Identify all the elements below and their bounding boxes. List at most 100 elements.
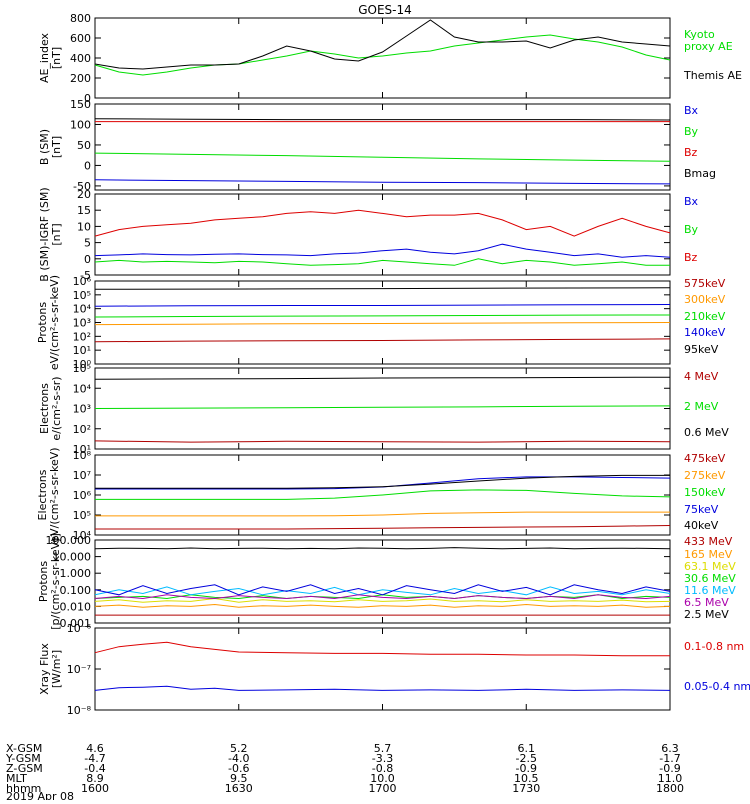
xaxis-tick-label: 1800 <box>656 782 684 795</box>
panel-2-frame <box>94 103 671 191</box>
series-575kev <box>94 338 671 343</box>
legend-item: 0.1-0.8 nm <box>684 640 744 653</box>
panel-2-ytick-label: -50 <box>73 180 91 193</box>
panel-3-ylabel: B (SM)-IGRF (SM) <box>38 187 51 281</box>
legend-item: 475keV <box>684 452 726 465</box>
xaxis-tick-label: 5.2 <box>230 742 248 755</box>
legend-item: 575keV <box>684 277 726 290</box>
legend-item: 4 MeV <box>684 370 719 383</box>
panel-2-ylabel: [nT] <box>50 136 63 158</box>
panel-1-ytick-label: 600 <box>70 32 91 45</box>
legend-item: 433 MeV <box>684 535 733 548</box>
legend-item: Themis AE <box>683 69 742 82</box>
panel-8-ylabel: [W/m²] <box>50 650 63 688</box>
legend-item: 210keV <box>684 310 726 323</box>
panel-4-ytick-label: 10⁶ <box>73 275 92 288</box>
panel-8-ytick-label: 10⁻⁶ <box>67 622 92 635</box>
panel-2-ylabel: B (SM) <box>38 129 51 165</box>
xaxis-tick-label: -3.3 <box>372 752 393 765</box>
panel-7-frame <box>94 539 671 624</box>
legend-item: 275keV <box>684 469 726 482</box>
legend-item: 63.1 MeV <box>684 560 736 573</box>
legend-item: Bmag <box>684 167 716 180</box>
series-0-6-mev <box>94 376 671 380</box>
panel-3-ylabel: [nT] <box>50 223 63 245</box>
panel-6-ytick-label: 10⁸ <box>73 449 92 462</box>
legend-item: 0.6 MeV <box>684 426 729 439</box>
series-40kev <box>95 474 670 489</box>
panel-4-ytick-label: 10⁴ <box>73 303 92 316</box>
panel-4-ylabel: Protons <box>36 302 49 343</box>
series-2-5-mev <box>94 584 671 596</box>
panel-3-ytick-label: 0 <box>84 253 91 266</box>
series-6-5-mev <box>94 594 671 600</box>
legend-item: Bx <box>684 104 699 117</box>
xaxis-tick-label: -2.5 <box>516 752 537 765</box>
panel-8-ytick-label: 10⁻⁸ <box>67 704 92 717</box>
xaxis-tick-label: 10.0 <box>370 772 395 785</box>
series-bx <box>94 243 671 258</box>
xaxis-tick-label: 1730 <box>512 782 540 795</box>
series-by <box>94 152 671 162</box>
xaxis-row-label: Z-GSM <box>6 762 43 775</box>
panel-1-ylabel: [nT] <box>50 47 63 69</box>
panel-5-ytick-label: 10³ <box>73 403 91 416</box>
series-63-1-mev <box>94 597 671 603</box>
panel-2-ytick-label: 150 <box>70 98 91 111</box>
xaxis-tick-label: -0.4 <box>84 762 105 775</box>
series-210kev <box>94 314 671 318</box>
xaxis-tick-label: -0.6 <box>228 762 249 775</box>
legend-item: 30.6 MeV <box>684 572 736 585</box>
panel-3-ytick-label: 15 <box>77 204 91 217</box>
panel-5-ytick-label: 10⁴ <box>73 382 92 395</box>
series-95kev <box>94 287 671 290</box>
xaxis-tick-label: 1700 <box>369 782 397 795</box>
panel-7-ytick-label: 1.000 <box>60 567 92 580</box>
series-bz <box>94 209 671 237</box>
xaxis-row-label: X-GSM <box>6 742 42 755</box>
panel-7-ylabel: [p/(cm²-s-sr-keV)] <box>49 533 62 630</box>
panel-7-ytick-label: 10.000 <box>53 551 92 564</box>
panel-4-ytick-label: 10¹ <box>73 344 91 357</box>
panel-5-ytick-label: 10⁵ <box>73 362 91 375</box>
legend-item: 2.5 MeV <box>684 608 729 621</box>
xaxis-tick-label: 4.6 <box>86 742 104 755</box>
panel-5-ytick-label: 10² <box>73 423 91 436</box>
panel-5-ylabel: e/(cm²-s-sr) <box>50 376 63 440</box>
legend-item: 6.5 MeV <box>684 596 729 609</box>
panel-5-ytick-label: 10¹ <box>73 443 91 456</box>
series-300kev <box>94 322 671 326</box>
legend-item: By <box>684 223 699 236</box>
legend-item: 2 MeV <box>684 400 719 413</box>
legend-item: 300keV <box>684 293 726 306</box>
panel-1-ytick-label: 400 <box>70 52 91 65</box>
series-140kev <box>94 304 671 307</box>
xaxis-tick-label: 1630 <box>225 782 253 795</box>
panel-4-ytick-label: 10⁰ <box>73 358 92 371</box>
legend-item: Bz <box>684 146 698 159</box>
panel-1-ytick-label: 0 <box>84 92 91 105</box>
xaxis-tick-label: -4.0 <box>228 752 249 765</box>
panel-7-ytick-label: 0.100 <box>60 584 92 597</box>
panel-3-ytick-label: 10 <box>77 220 91 233</box>
panel-3-frame <box>94 193 671 276</box>
series-475kev <box>95 525 671 530</box>
legend-item: 150keV <box>684 486 726 499</box>
panel-7-ytick-label: 100.000 <box>46 534 92 547</box>
xaxis-row-label: MLT <box>6 772 27 785</box>
panel-4-ytick-label: 10² <box>73 330 91 343</box>
panel-6-ylabel: eV/(cm²-s-sr-keV) <box>48 447 61 542</box>
panel-3-ytick-label: -5 <box>80 269 91 282</box>
legend-item: Bx <box>684 195 699 208</box>
panel-7-ytick-label: 0.001 <box>60 617 92 630</box>
xaxis-tick-label: -1.7 <box>659 752 680 765</box>
legend-item: 165 MeV <box>684 548 733 561</box>
panel-1-ytick-label: 200 <box>70 72 91 85</box>
xaxis-tick-label: -0.8 <box>372 762 393 775</box>
panel-1-ytick-label: 800 <box>70 12 91 25</box>
series-2-mev <box>94 405 671 409</box>
series-0-05-0-4-nm <box>94 685 671 691</box>
xaxis-tick-label: 11.0 <box>658 772 683 785</box>
